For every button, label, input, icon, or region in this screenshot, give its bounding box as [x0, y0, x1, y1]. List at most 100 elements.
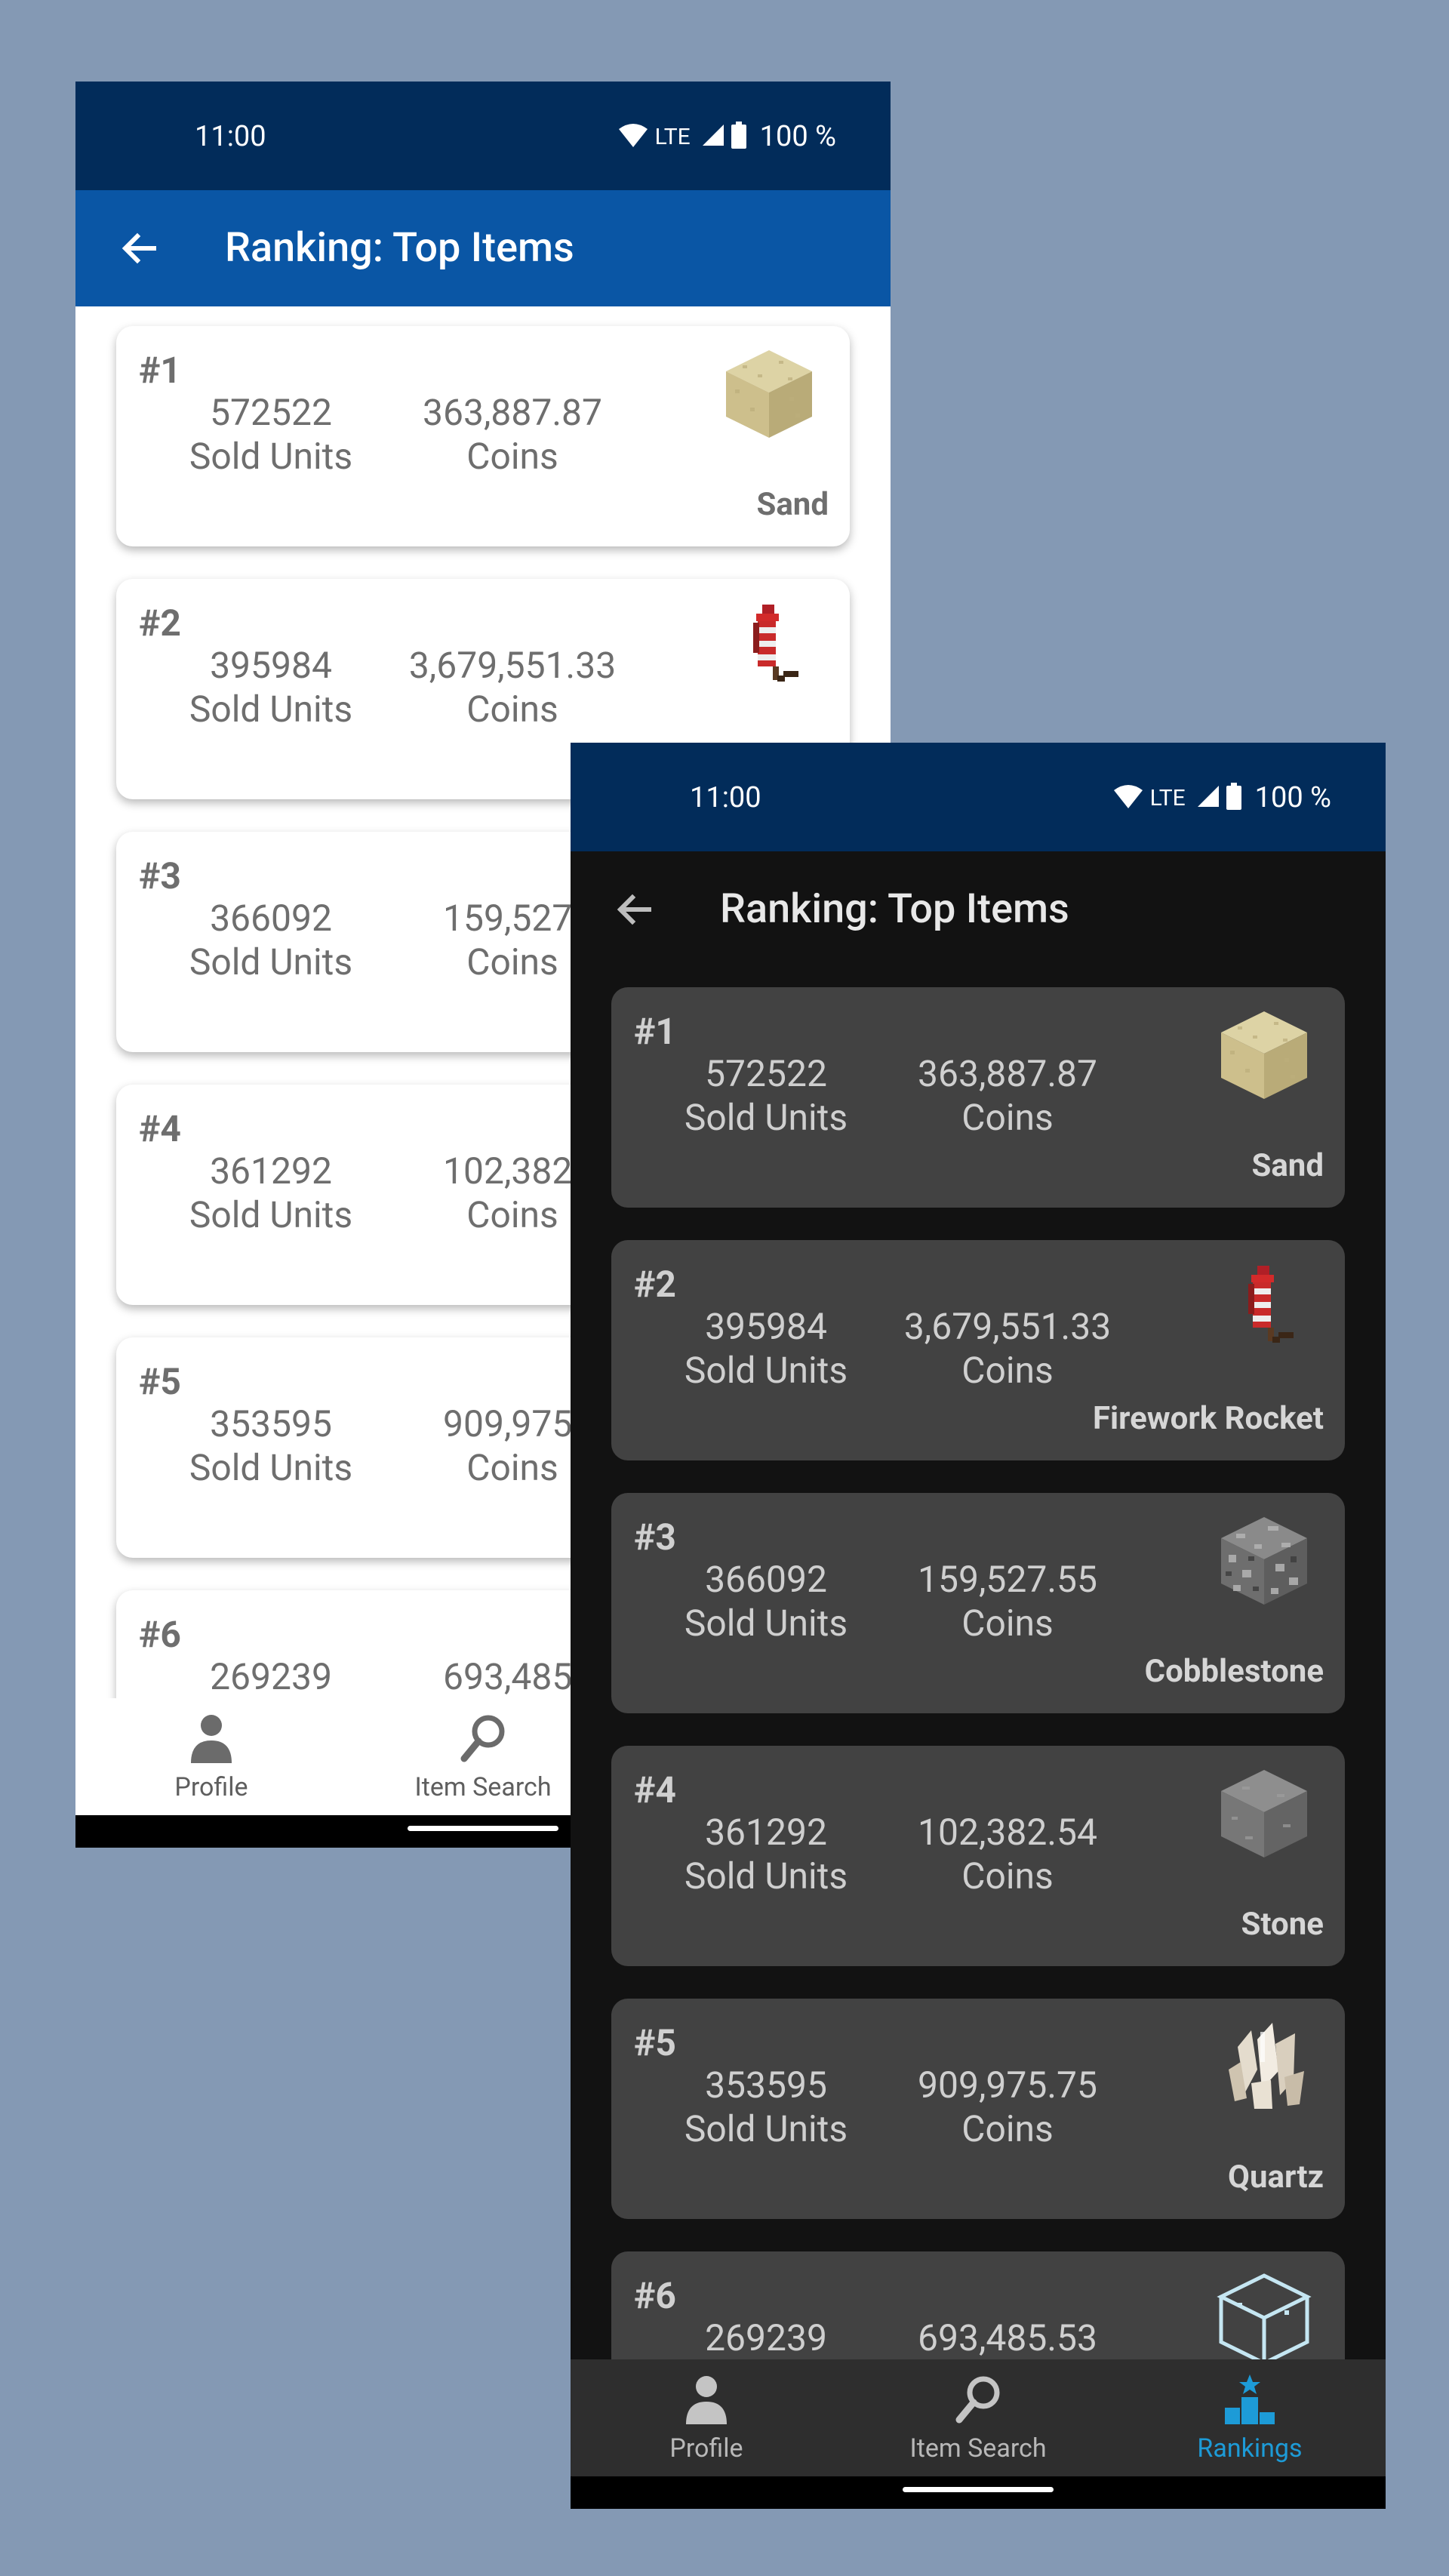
sold-units-label: Sold Units: [189, 940, 353, 983]
status-time: 11:00: [690, 781, 761, 814]
sold-units-value: 366092: [210, 897, 332, 940]
coins-stat: 693,485.53: [883, 2316, 1132, 2360]
coins-value: 3,679,551.33: [903, 1305, 1112, 1348]
coins-value: 693,485.: [443, 1655, 582, 1698]
nav-item-profile[interactable]: Profile: [75, 1698, 347, 1815]
sand-block-icon: [726, 350, 812, 438]
rank-label: #1: [139, 349, 181, 392]
sold-units-label: Sold Units: [684, 1349, 848, 1392]
item-name: Sand: [1251, 1147, 1324, 1184]
rank-label: #3: [634, 1516, 676, 1559]
home-handle[interactable]: [408, 1826, 558, 1831]
sold-units-value: 353595: [705, 2064, 827, 2107]
ranking-card[interactable]: #1 572522 Sold Units 363,887.87 Coins Sand: [611, 987, 1345, 1208]
coins-stat: 363,887.87 Coins: [388, 391, 637, 479]
battery-icon: [1226, 783, 1241, 813]
nav-item-item-search[interactable]: Item Search: [842, 2359, 1114, 2476]
magnifier-icon: [457, 1712, 509, 1765]
item-name: Sand: [756, 486, 829, 523]
dark-phone-screen: 11:00 LTE 100 % Ranking: Top Items #1 572…: [571, 743, 1386, 2509]
sold-units-value: 353595: [210, 1402, 332, 1445]
item-name: Firework Rocket: [1092, 1400, 1324, 1437]
coins-stat: 159,527. Coins: [388, 897, 637, 984]
sold-units-stat: 269239: [146, 1655, 395, 1699]
sold-units-stat: 361292 Sold Units: [146, 1150, 395, 1237]
sand-block-icon: [1221, 1011, 1307, 1099]
nav-label: Rankings: [1197, 2433, 1303, 2464]
sold-units-stat: 361292 Sold Units: [641, 1811, 891, 1898]
network-type: LTE: [1149, 784, 1186, 811]
back-button[interactable]: [109, 218, 169, 279]
nav-item-rankings[interactable]: Rankings: [1114, 2359, 1386, 2476]
nav-label: Item Search: [414, 1772, 552, 1802]
status-bar: 11:00 LTE 100 %: [571, 743, 1386, 851]
app-bar: Ranking: Top Items: [75, 190, 891, 306]
nav-item-profile[interactable]: Profile: [571, 2359, 842, 2476]
sold-units-label: Sold Units: [684, 1096, 848, 1139]
status-indicators: LTE 100 %: [1112, 777, 1331, 818]
rank-label: #5: [139, 1360, 181, 1403]
rank-label: #6: [634, 2274, 676, 2317]
sold-units-stat: 395984 Sold Units: [641, 1305, 891, 1393]
back-button[interactable]: [604, 879, 664, 940]
sold-units-stat: 353595 Sold Units: [641, 2064, 891, 2151]
bottom-navigation: Profile Item Search Rankings: [571, 2359, 1386, 2476]
coins-label: Coins: [466, 1446, 558, 1489]
status-bar: 11:00 LTE 100 %: [75, 82, 891, 190]
coins-value: 909,975.75: [918, 2064, 1097, 2107]
coins-stat: 909,975. Coins: [388, 1402, 637, 1490]
sold-units-label: Sold Units: [189, 1446, 353, 1489]
coins-value: 693,485.53: [918, 2316, 1097, 2359]
coins-value: 102,382.54: [918, 1811, 1097, 1854]
ranking-card[interactable]: #3 366092 Sold Units 159,527.55 Coins Cobbles…: [611, 1493, 1345, 1713]
coins-value: 909,975.: [443, 1402, 582, 1445]
person-icon: [680, 2373, 733, 2426]
ranking-card[interactable]: #1 572522 Sold Units 363,887.87 Coins Sand: [116, 326, 850, 546]
ranking-card[interactable]: #5 353595 Sold Units 909,975.75 Coins Quartz: [611, 1999, 1345, 2219]
page-title: Ranking: Top Items: [720, 885, 1069, 933]
sold-units-label: Sold Units: [189, 688, 353, 731]
coins-label: Coins: [466, 940, 558, 983]
rank-label: #2: [139, 602, 181, 645]
home-handle[interactable]: [903, 2487, 1054, 2492]
coins-value: 159,527.: [443, 897, 582, 940]
coins-label: Coins: [961, 1096, 1054, 1139]
coins-value: 159,527.55: [918, 1558, 1097, 1601]
battery-icon: [731, 122, 746, 152]
coins-value: 3,679,551.33: [408, 644, 617, 687]
rank-label: #1: [634, 1010, 676, 1053]
sold-units-stat: 395984 Sold Units: [146, 644, 395, 731]
sold-units-value: 269239: [705, 2316, 827, 2359]
wifi-icon: [617, 122, 649, 152]
arrow-back-icon: [122, 232, 156, 264]
nav-label: Profile: [669, 2433, 743, 2464]
signal-icon: [701, 123, 725, 150]
coins-stat: 102,382. Coins: [388, 1150, 637, 1237]
firework-rocket-icon: [753, 605, 798, 682]
ranking-card[interactable]: #2 395984 Sold Units 3,679,551.33 Coins Firew…: [611, 1240, 1345, 1460]
coins-stat: 159,527.55 Coins: [883, 1558, 1132, 1645]
sold-units-label: Sold Units: [189, 1193, 353, 1236]
coins-label: Coins: [466, 1193, 558, 1236]
rank-label: #6: [139, 1613, 181, 1656]
coins-stat: 3,679,551.33 Coins: [388, 644, 637, 731]
stone-block-icon: [1221, 1770, 1307, 1857]
coins-stat: 363,887.87 Coins: [883, 1052, 1132, 1140]
nav-item-item-search[interactable]: Item Search: [347, 1698, 619, 1815]
podium-icon: [1223, 2373, 1276, 2426]
network-type: LTE: [654, 123, 691, 150]
battery-percent: 100 %: [759, 120, 836, 153]
signal-icon: [1196, 784, 1220, 811]
item-name: Quartz: [1228, 2159, 1324, 2196]
cobblestone-block-icon: [1221, 1517, 1307, 1605]
sold-units-stat: 366092 Sold Units: [146, 897, 395, 984]
rank-label: #4: [634, 1768, 676, 1811]
ranking-list[interactable]: #1 572522 Sold Units 363,887.87 Coins Sand #2 3…: [571, 968, 1386, 2441]
ranking-card[interactable]: #4 361292 Sold Units 102,382.54 Coins Stone: [611, 1746, 1345, 1966]
page-title: Ranking: Top Items: [225, 224, 574, 272]
coins-label: Coins: [466, 688, 558, 731]
status-time: 11:00: [195, 120, 266, 153]
quartz-icon: [1229, 2023, 1304, 2109]
coins-label: Coins: [961, 1602, 1054, 1645]
magnifier-icon: [952, 2373, 1004, 2426]
